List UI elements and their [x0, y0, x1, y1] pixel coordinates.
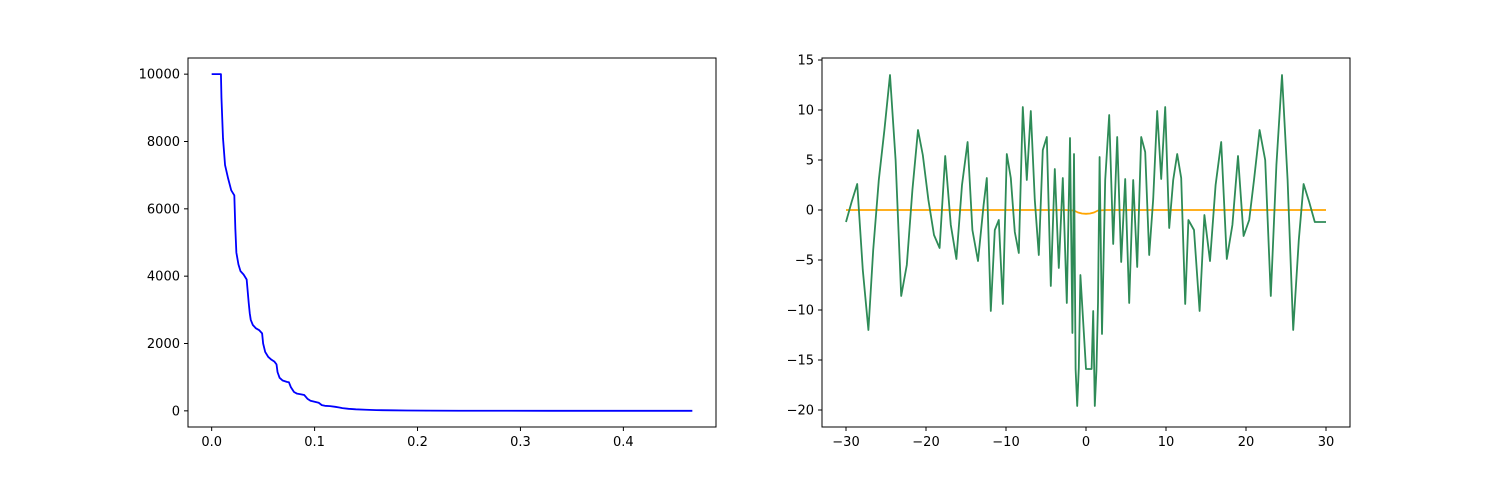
left-plot-y-tick-label: 6000 — [147, 202, 180, 217]
right-plot-x-tick-label: 30 — [1318, 435, 1335, 450]
left-plot-x-tick-label: 0.3 — [510, 435, 531, 450]
right-plot-x-tick-label: −20 — [912, 435, 939, 450]
left-plot-series-line-0 — [211, 73, 693, 412]
right-plot-y-tick-label: −20 — [787, 404, 814, 419]
right-plot-y-ticks: −20 −15 −10 −5 0 5 10 15 — [787, 54, 822, 419]
left-plot-x-tick-label: 0.4 — [613, 435, 634, 450]
left-plot-x-ticks: 0.0 0.1 0.2 0.3 0.4 — [201, 427, 634, 450]
right-plot-axes: −30 −20 −10 0 10 20 30 −20 −15 −10 −5 0 5 10 15 — [787, 54, 1351, 450]
left-plot-x-tick-label: 0.0 — [201, 435, 222, 450]
left-plot-y-ticks: 0 2000 4000 6000 8000 10000 — [139, 68, 188, 419]
right-plot-y-tick-label: −15 — [787, 354, 814, 369]
left-plot-y-tick-label: 10000 — [139, 68, 180, 83]
right-plot-series — [845, 74, 1326, 407]
left-plot-y-tick-label: 8000 — [147, 135, 180, 150]
right-plot-x-tick-label: 0 — [1082, 435, 1090, 450]
left-plot-y-tick-label: 0 — [172, 404, 180, 419]
left-plot-series — [211, 73, 693, 412]
right-plot-y-tick-label: 0 — [806, 204, 814, 219]
right-plot-x-ticks: −30 −20 −10 0 10 20 30 — [832, 427, 1334, 450]
left-plot-x-tick-label: 0.1 — [304, 435, 325, 450]
right-plot-y-tick-label: 10 — [797, 104, 814, 119]
left-plot-axes: 0.0 0.1 0.2 0.3 0.4 0 2000 4000 6000 8000 10000 — [139, 57, 717, 450]
right-plot-x-tick-label: 10 — [1158, 435, 1175, 450]
right-plot-y-tick-label: 15 — [797, 54, 814, 69]
left-plot-y-tick-label: 2000 — [147, 337, 180, 352]
left-plot-frame — [187, 57, 717, 428]
right-plot-y-tick-label: −10 — [787, 304, 814, 319]
right-plot-y-tick-label: 5 — [806, 154, 814, 169]
right-plot-y-tick-label: −5 — [795, 254, 814, 269]
right-plot-x-tick-label: −10 — [992, 435, 1019, 450]
right-plot-x-tick-label: 20 — [1238, 435, 1255, 450]
right-plot-x-tick-label: −30 — [832, 435, 859, 450]
left-plot-y-tick-label: 4000 — [147, 270, 180, 285]
left-plot-x-tick-label: 0.2 — [407, 435, 428, 450]
right-plot-series-line-1 — [845, 74, 1326, 407]
